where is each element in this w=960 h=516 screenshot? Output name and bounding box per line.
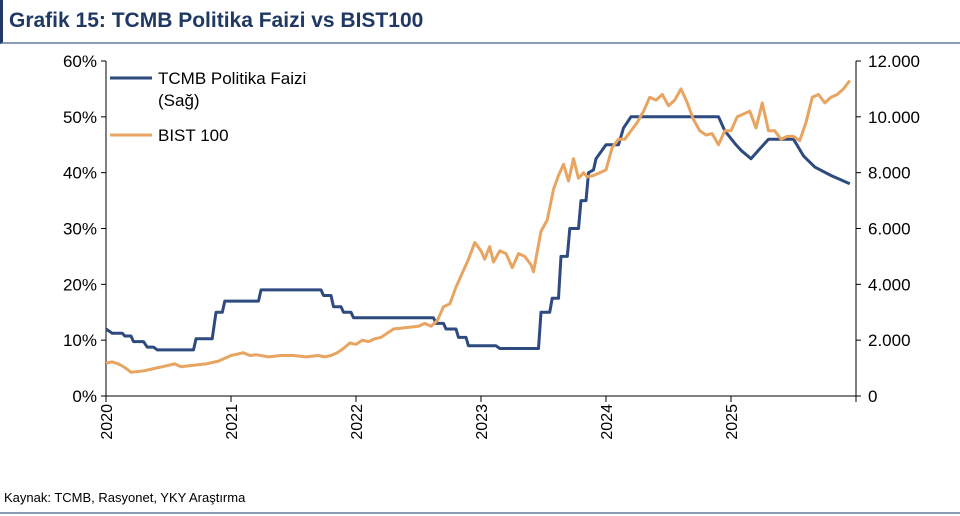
y-right-tick-label: 6.000 [868,220,911,239]
y-right-tick-label: 8.000 [868,164,911,183]
y-right-tick-label: 10.000 [868,108,920,127]
y-left-tick-label: 40% [63,164,97,183]
y-left-tick-label: 60% [63,52,97,71]
title-bar: Grafik 15: TCMB Politika Faizi vs BIST10… [0,0,960,44]
x-tick-label: 2020 [99,404,116,440]
bottom-rule [0,512,960,514]
x-tick-label: 2021 [224,404,241,440]
legend-label-policy-rate: (Sağ) [158,91,200,110]
y-left-tick-label: 0% [72,387,97,406]
y-right-tick-label: 12.000 [868,52,920,71]
y-right-tick-label: 2.000 [868,331,911,350]
chart-title: Grafik 15: TCMB Politika Faizi vs BIST10… [9,9,424,32]
y-left-tick-label: 50% [63,108,97,127]
x-tick-label: 2022 [349,404,366,440]
legend-label-bist100: BIST 100 [158,126,229,145]
y-left-tick-label: 30% [63,220,97,239]
x-tick-label: 2025 [724,404,741,440]
legend-label-policy-rate: TCMB Politika Faizi [158,69,306,88]
series-bist100-line [105,79,851,374]
series-policy-rate-line [105,115,851,352]
y-right-tick-label: 4.000 [868,275,911,294]
line-chart: 0% 10% 20% 30% 40% 50% 60% 0 2.000 4.000 6.000 8.00… [63,52,920,440]
x-tick-label: 2023 [474,404,491,440]
source-note: Kaynak: TCMB, Rasyonet, YKY Araştırma [4,490,246,505]
y-left-tick-label: 10% [63,331,97,350]
y-right-tick-label: 0 [868,387,877,406]
y-left-tick-label: 20% [63,275,97,294]
x-tick-label: 2024 [599,404,616,440]
